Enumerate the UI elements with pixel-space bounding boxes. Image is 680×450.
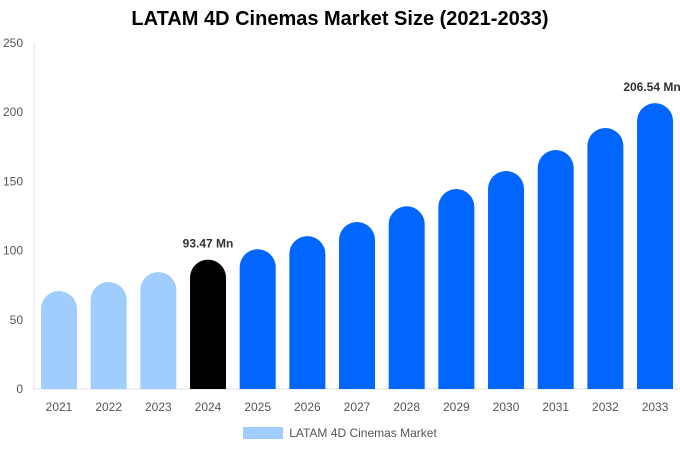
x-tick-label: 2022 bbox=[95, 400, 122, 414]
bar-2027 bbox=[339, 221, 376, 389]
x-tick-label: 2030 bbox=[493, 400, 520, 414]
bar-2033 bbox=[637, 103, 674, 389]
legend-label: LATAM 4D Cinemas Market bbox=[289, 426, 437, 440]
y-tick-label: 150 bbox=[3, 174, 23, 188]
x-tick-label: 2023 bbox=[145, 400, 172, 414]
y-tick-label: 200 bbox=[3, 105, 23, 119]
x-tick-label: 2025 bbox=[244, 400, 271, 414]
y-tick-label: 0 bbox=[16, 382, 23, 396]
x-tick-label: 2027 bbox=[344, 400, 371, 414]
bar-2030 bbox=[488, 171, 525, 389]
y-tick-label: 100 bbox=[3, 244, 23, 258]
x-tick-label: 2021 bbox=[46, 400, 73, 414]
x-tick-label: 2029 bbox=[443, 400, 470, 414]
y-tick-label: 250 bbox=[3, 36, 23, 50]
data-label: 206.54 Mn bbox=[623, 80, 680, 94]
bar-2032 bbox=[587, 127, 624, 390]
bar-2025 bbox=[239, 249, 276, 389]
x-tick-label: 2028 bbox=[393, 400, 420, 414]
bar-2022 bbox=[90, 282, 127, 389]
bar-2021 bbox=[41, 291, 77, 389]
bar-2023 bbox=[140, 272, 177, 389]
data-label: 93.47 Mn bbox=[183, 237, 234, 251]
bar-2026 bbox=[289, 236, 326, 389]
x-tick-label: 2024 bbox=[195, 400, 222, 414]
x-tick-label: 2026 bbox=[294, 400, 321, 414]
legend: LATAM 4D Cinemas Market bbox=[0, 426, 680, 440]
x-tick-label: 2033 bbox=[642, 400, 669, 414]
x-tick-label: 2032 bbox=[592, 400, 619, 414]
bar-2031 bbox=[537, 149, 574, 389]
legend-swatch bbox=[243, 427, 284, 439]
bar-2028 bbox=[388, 206, 425, 389]
bar-2029 bbox=[438, 189, 475, 389]
bar-2024 bbox=[190, 259, 227, 389]
x-tick-label: 2031 bbox=[542, 400, 569, 414]
y-tick-label: 50 bbox=[10, 313, 24, 327]
chart-title: LATAM 4D Cinemas Market Size (2021-2033) bbox=[131, 8, 549, 30]
